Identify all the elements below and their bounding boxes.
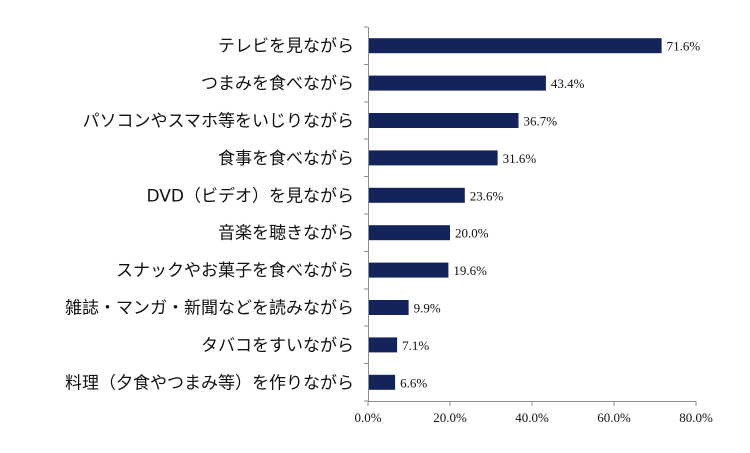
x-tick-label: 20.0% [433, 410, 467, 425]
value-label: 23.6% [470, 188, 504, 203]
bar [368, 374, 396, 390]
bar [368, 225, 450, 241]
value-label: 20.0% [455, 226, 489, 241]
value-label: 6.6% [400, 375, 427, 390]
category-label: DVD（ビデオ）を見ながら [146, 185, 354, 206]
bars-group [368, 38, 662, 390]
category-label: スナックやお菓子を食べながら [116, 261, 354, 281]
x-axis-ticks: 0.0% 20.0% 40.0% 60.0% 80.0% [354, 26, 713, 425]
bar [368, 300, 409, 315]
bar [368, 38, 662, 54]
value-label: 36.7% [524, 114, 558, 129]
category-labels: テレビを見ながらつまみを食べながらパソコンやスマホ等をいじりながら食事を食べなが… [65, 37, 354, 394]
bar [368, 187, 465, 203]
value-label: 7.1% [402, 338, 429, 353]
bar [368, 75, 546, 91]
bar [368, 262, 449, 278]
value-label: 43.4% [551, 76, 585, 91]
bar [368, 150, 498, 166]
value-label: 31.6% [503, 151, 537, 166]
x-tick-label: 60.0% [597, 410, 631, 425]
x-tick-label: 40.0% [515, 410, 549, 425]
value-label: 9.9% [414, 301, 441, 316]
category-label: 音楽を聴きながら [218, 224, 354, 244]
category-label: テレビを見ながら [218, 37, 354, 57]
category-label: 雑誌・マンガ・新聞などを読みながら [65, 299, 354, 319]
value-label: 71.6% [667, 39, 701, 54]
x-tick-label: 0.0% [354, 410, 381, 425]
x-tick-label: 80.0% [679, 410, 713, 425]
bar [368, 337, 398, 353]
category-label: つまみを食べながら [201, 74, 354, 94]
value-label: 19.6% [453, 263, 487, 278]
value-labels: 71.6% 43.4% 36.7% 31.6% 23.6% 20.0% 19.6% 9.9% 7… [400, 39, 700, 391]
bar [368, 113, 519, 128]
category-label: 食事を食べながら [218, 149, 354, 169]
category-label: パソコンやスマホ等をいじりながら [83, 112, 355, 132]
category-label: 料理（夕食やつまみ等）を作りながら [65, 373, 354, 393]
category-label: タバコをすいながら [201, 336, 354, 356]
